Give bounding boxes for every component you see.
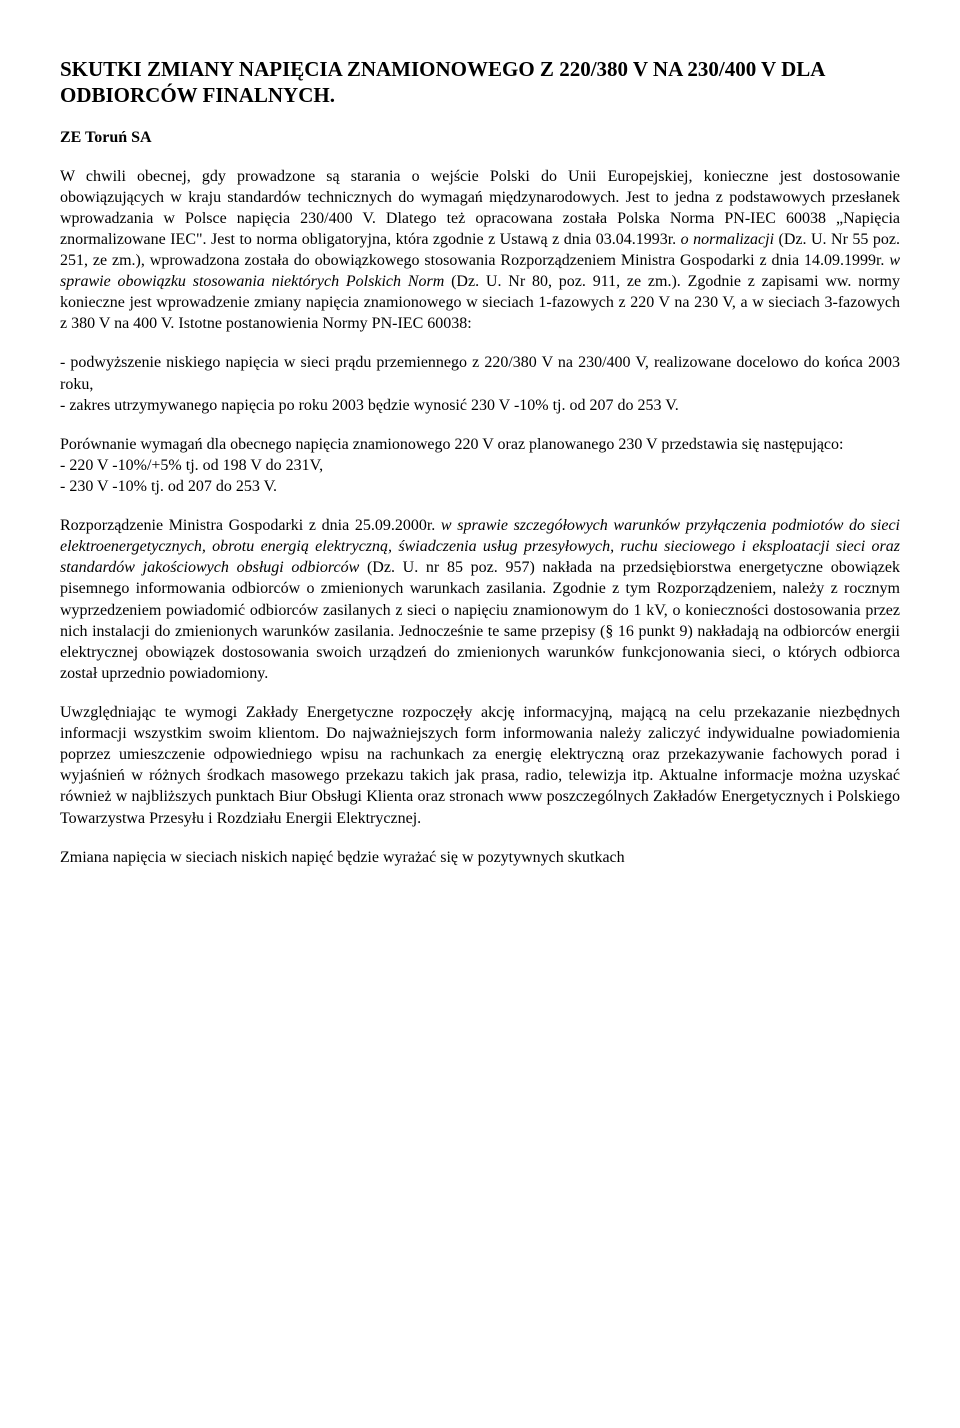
paragraph-2: Porównanie wymagań dla obecnego napięcia…	[60, 434, 900, 455]
p1-italic-1: o normalizacji	[681, 231, 774, 248]
paragraph-5: Zmiana napięcia w sieciach niskich napię…	[60, 847, 900, 868]
subheading: ZE Toruń SA	[60, 127, 900, 148]
bullet-item: - 230 V -10% tj. od 207 do 253 V.	[60, 476, 900, 497]
bullet-item: - zakres utrzymywanego napięcia po roku …	[60, 395, 900, 416]
bullet-list-1: - podwyższenie niskiego napięcia w sieci…	[60, 352, 900, 415]
p3-part-b: (Dz. U. nr 85 poz. 957) nakłada na przed…	[60, 559, 900, 682]
bullet-item: - podwyższenie niskiego napięcia w sieci…	[60, 352, 900, 394]
page-title: SKUTKI ZMIANY NAPIĘCIA ZNAMIONOWEGO Z 22…	[60, 56, 900, 109]
paragraph-1: W chwili obecnej, gdy prowadzone są star…	[60, 166, 900, 335]
paragraph-3: Rozporządzenie Ministra Gospodarki z dni…	[60, 515, 900, 684]
bullet-item: - 220 V -10%/+5% tj. od 198 V do 231V,	[60, 455, 900, 476]
comparison-block: Porównanie wymagań dla obecnego napięcia…	[60, 434, 900, 497]
paragraph-4: Uwzględniając te wymogi Zakłady Energety…	[60, 702, 900, 829]
p3-part-a: Rozporządzenie Ministra Gospodarki z dni…	[60, 517, 441, 534]
